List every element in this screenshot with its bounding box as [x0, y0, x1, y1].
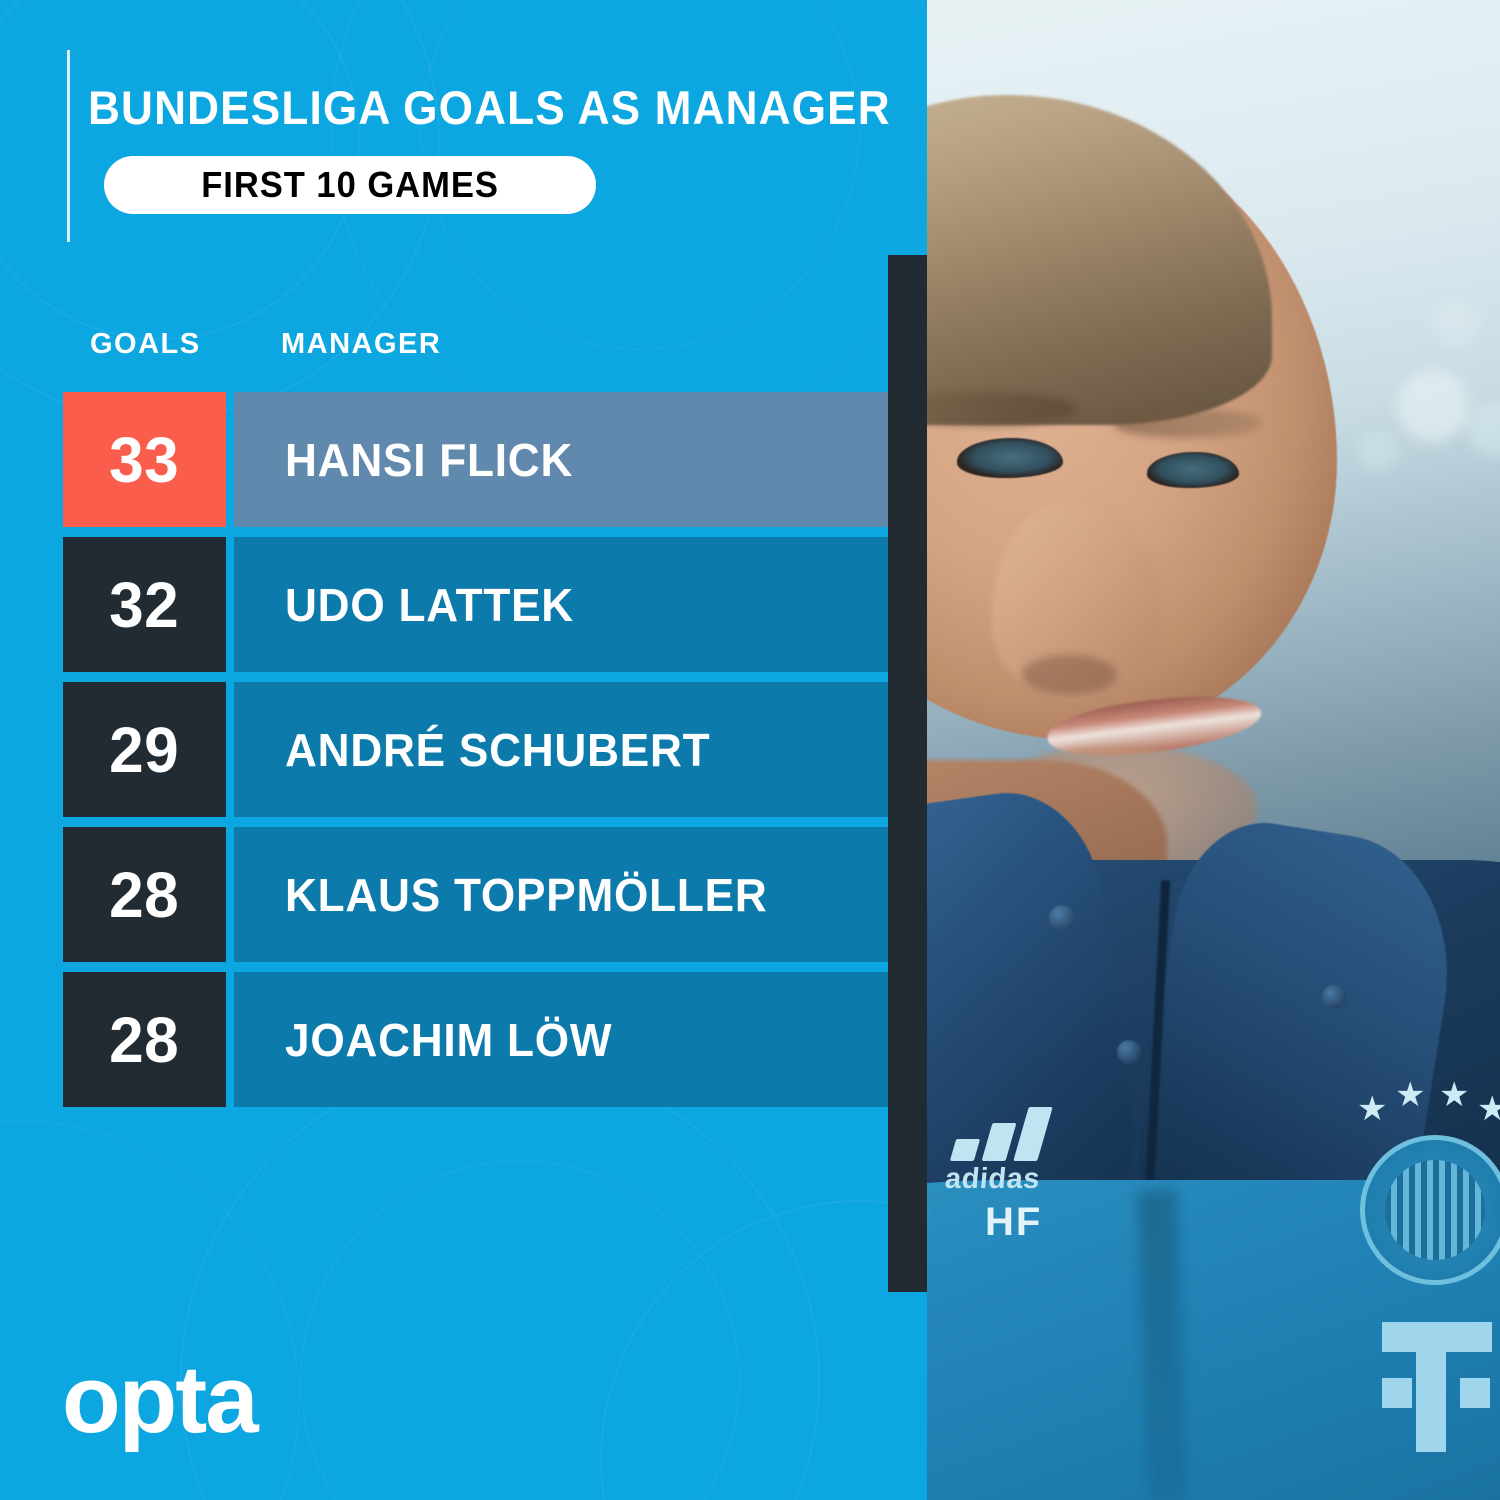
fc-bayern-crest-inner: [1385, 1160, 1485, 1260]
manager-photo: adidas HF ★ ★ ★ ★: [927, 0, 1500, 1500]
manager-name: JOACHIM LÖW: [285, 1013, 613, 1066]
goals-cell: 33: [63, 392, 226, 527]
title-accent-line: [67, 50, 70, 242]
championship-star-icon: ★: [1439, 1076, 1470, 1114]
table-row: 29 ANDRÉ SCHUBERT: [0, 682, 927, 817]
table-row: 28 KLAUS TOPPMÖLLER: [0, 827, 927, 962]
adidas-wordmark: adidas: [943, 1163, 1042, 1195]
subtitle-badge: FIRST 10 GAMES: [104, 156, 596, 214]
column-header-manager: MANAGER: [281, 328, 442, 360]
subtitle-badge-label: FIRST 10 GAMES: [201, 164, 499, 205]
championship-star-icon: ★: [1357, 1090, 1388, 1128]
manager-cell: KLAUS TOPPMÖLLER: [234, 827, 888, 962]
goals-value: 33: [109, 423, 180, 496]
manager-cell: JOACHIM LÖW: [234, 972, 888, 1107]
goals-value: 28: [109, 858, 180, 931]
bokeh-light: [1432, 300, 1480, 348]
goals-cell: 28: [63, 827, 226, 962]
table-row: 28 JOACHIM LÖW: [0, 972, 927, 1107]
left-info-panel: BUNDESLIGA GOALS AS MANAGER FIRST 10 GAM…: [0, 0, 927, 1500]
nose: [992, 505, 1162, 700]
hair: [927, 95, 1272, 425]
manager-name: UDO LATTEK: [285, 578, 574, 631]
manager-cell: HANSI FLICK: [234, 392, 888, 527]
eye: [1147, 452, 1239, 488]
column-header-goals: GOALS: [90, 328, 201, 360]
goals-value: 28: [109, 1003, 180, 1076]
nostril: [1022, 655, 1117, 695]
opta-logo: opta: [62, 1346, 259, 1453]
table-row: 33 HANSI FLICK: [0, 392, 927, 527]
goals-cell: 32: [63, 537, 226, 672]
championship-star-icon: ★: [1477, 1090, 1500, 1128]
telekom-logo-icon: [1382, 1322, 1500, 1452]
ranking-list: 33 HANSI FLICK 32 UDO LATTEK 29 ANDRÉ SC…: [0, 392, 927, 1117]
manager-name: HANSI FLICK: [285, 433, 574, 486]
bokeh-light: [1397, 370, 1469, 442]
goals-value: 29: [109, 713, 180, 786]
vertical-divider-bar: [888, 255, 927, 1292]
goals-cell: 28: [63, 972, 226, 1107]
manager-name: KLAUS TOPPMÖLLER: [285, 868, 768, 921]
jacket-snap-button: [1117, 1040, 1141, 1064]
manager-cell: ANDRÉ SCHUBERT: [234, 682, 888, 817]
goals-cell: 29: [63, 682, 226, 817]
jacket-snap-button: [1322, 985, 1346, 1009]
table-row: 32 UDO LATTEK: [0, 537, 927, 672]
championship-star-icon: ★: [1395, 1076, 1426, 1114]
bokeh-light: [1357, 430, 1399, 472]
jacket-snap-button: [1049, 905, 1075, 931]
adidas-logo-icon: [947, 1105, 1067, 1161]
manager-cell: UDO LATTEK: [234, 537, 888, 672]
manager-name: ANDRÉ SCHUBERT: [285, 723, 711, 776]
page-title: BUNDESLIGA GOALS AS MANAGER: [88, 81, 891, 134]
goals-value: 32: [109, 568, 180, 641]
jacket-initials: HF: [985, 1200, 1043, 1244]
eye: [957, 438, 1063, 478]
eyebrow: [1112, 408, 1262, 438]
bokeh-light: [1467, 400, 1500, 456]
eyebrow: [927, 392, 1077, 426]
